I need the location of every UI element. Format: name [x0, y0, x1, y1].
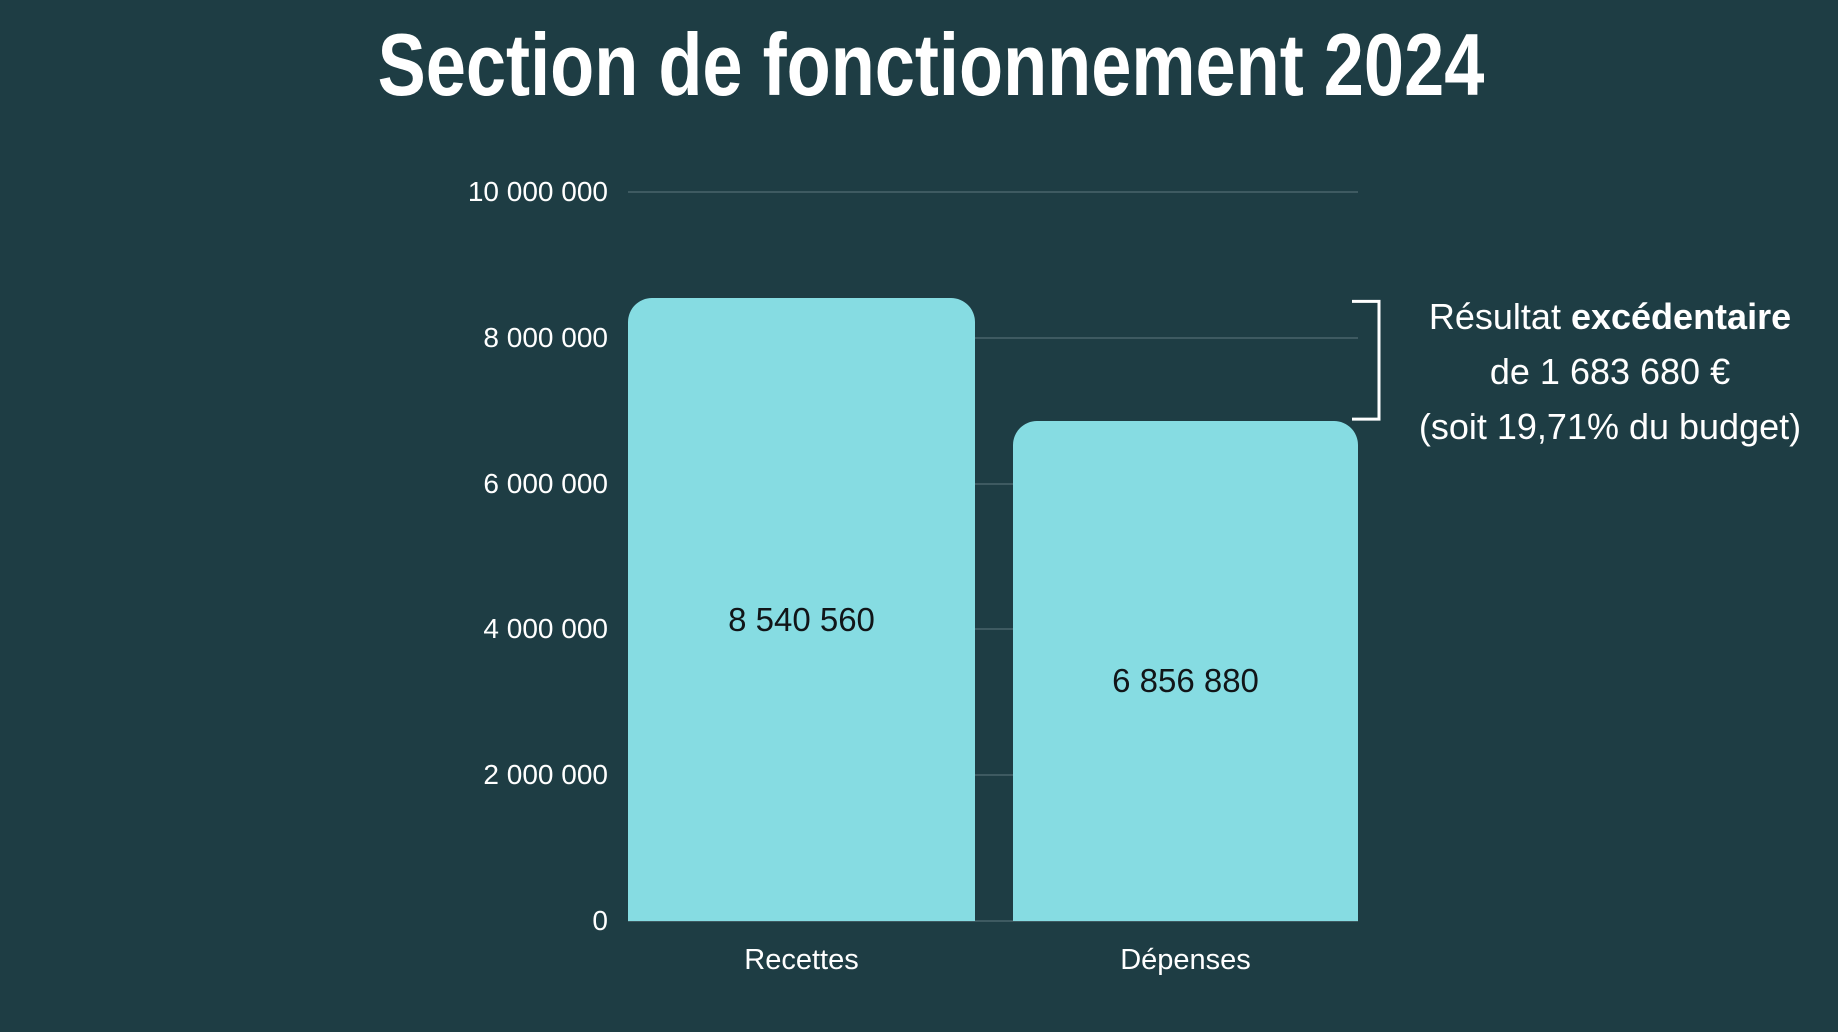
y-tick-label: 10 000 000: [467, 176, 608, 207]
gridline: [628, 920, 1358, 922]
chart-title: Section de fonctionnement 2024: [377, 15, 1485, 114]
gridline: [628, 774, 1358, 777]
annotation-line1: Résultat excédentaire: [1380, 289, 1838, 344]
gridline: [628, 482, 1358, 485]
y-tick-label: 4 000 000: [483, 613, 608, 645]
annotation-line1-bold: excédentaire: [1570, 296, 1792, 337]
x-category-label: Recettes: [744, 944, 859, 976]
difference-bracket: [1352, 299, 1381, 421]
bar-depenses: [1013, 421, 1358, 921]
gridline: [628, 191, 1358, 193]
y-tick-label: 8 000 000: [483, 321, 608, 353]
plot-area: 8 540 560 6 856 880: [628, 191, 1358, 922]
y-tick-label: 6 000 000: [483, 467, 608, 499]
bar-recettes: [628, 298, 975, 921]
bracket-shape: [1352, 299, 1381, 421]
gridline: [628, 628, 1358, 631]
bar-value-label: 6 856 880: [1112, 662, 1259, 700]
annotation-line1-normal: Résultat: [1428, 296, 1571, 337]
annotation-line3: (soit 19,71% du budget): [1418, 406, 1802, 447]
x-category-label: Dépenses: [1120, 944, 1251, 976]
annotation-line2: de 1 683 680 €: [1489, 351, 1731, 392]
result-annotation: Résultat excédentaire de 1 683 680 € (so…: [1380, 289, 1838, 454]
bar-value-label: 8 540 560: [728, 600, 875, 638]
y-tick-label: 0: [592, 905, 608, 936]
gridline: [628, 336, 1358, 339]
y-tick-label: 2 000 000: [483, 759, 608, 791]
